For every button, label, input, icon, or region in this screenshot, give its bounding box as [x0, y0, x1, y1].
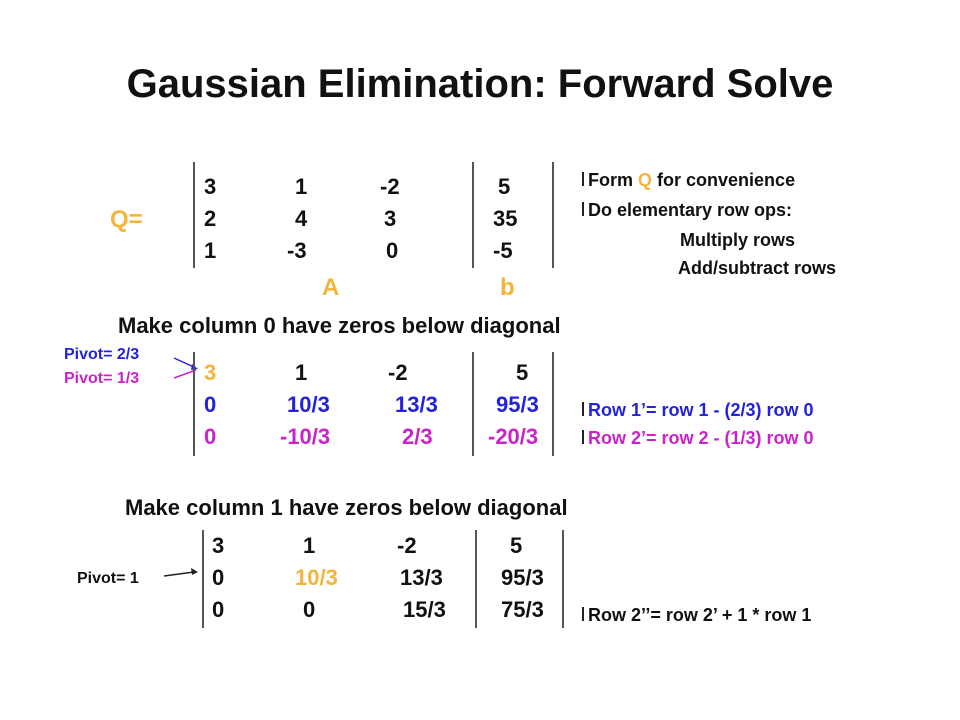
note-q-highlight: Q	[638, 170, 653, 190]
step1-cell-pivot: 3	[204, 360, 217, 385]
step1-cell: 2/3	[402, 424, 433, 449]
q-cell: 2	[204, 206, 217, 231]
step2-cell: 5	[510, 533, 523, 558]
op-row2-step2: Row 2’’= row 2’ + 1 * row 1	[588, 605, 812, 625]
bracket-separator	[472, 162, 474, 268]
q-cell: -2	[380, 174, 400, 199]
pivot-arrows	[173, 357, 198, 379]
step2-cell: -2	[397, 533, 417, 558]
page-title: Gaussian Elimination: Forward Solve	[126, 62, 834, 106]
step1-cell: -2	[388, 360, 408, 385]
op-row1: Row 1’= row 1 - (2/3) row 0	[588, 400, 814, 420]
step2-cell: 0	[212, 565, 225, 590]
pivot-2-3: Pivot= 2/3	[64, 346, 140, 363]
step2-cell: 0	[212, 597, 225, 622]
q-cell: 1	[204, 238, 217, 263]
q-cell: 1	[295, 174, 308, 199]
step1-heading: Make column 0 have zeros below diagonal	[118, 313, 561, 338]
step1-cell: 5	[516, 360, 529, 385]
step1-cell: 0	[204, 424, 217, 449]
note-row-ops: Do elementary row ops:	[588, 200, 793, 220]
q-cell: 3	[384, 206, 397, 231]
step2-heading: Make column 1 have zeros below diagonal	[125, 495, 568, 520]
step2-cell: 0	[303, 597, 316, 622]
step1-cell: 10/3	[287, 392, 330, 417]
q-cell: -5	[493, 238, 513, 263]
note-add-subtract: Add/subtract rows	[678, 258, 837, 278]
bracket-right	[552, 162, 554, 268]
bracket-left	[202, 530, 204, 628]
op-row2: Row 2’= row 2 - (1/3) row 0	[588, 428, 814, 448]
q-cell: 4	[295, 206, 308, 231]
step1-cell: -10/3	[280, 424, 331, 449]
bracket-right	[552, 352, 554, 456]
bullet-mark	[582, 607, 584, 621]
pivot-1-3: Pivot= 1/3	[64, 370, 140, 387]
note-text: Form	[588, 170, 639, 190]
bracket-right	[562, 530, 564, 628]
step1-cell: 95/3	[496, 392, 539, 417]
pivot-arrow	[163, 568, 198, 577]
bullet-mark	[582, 202, 584, 216]
step2-cell: 13/3	[400, 565, 443, 590]
note-multiply: Multiply rows	[680, 230, 796, 250]
bullet-mark	[582, 430, 584, 444]
q-cell: 5	[498, 174, 511, 199]
step1-cell: 0	[204, 392, 217, 417]
label-a: A	[322, 274, 340, 301]
q-label: Q=	[110, 206, 143, 233]
step1-cell: 13/3	[395, 392, 438, 417]
bullet-mark	[582, 402, 584, 416]
step2-cell: 1	[303, 533, 316, 558]
label-b: b	[500, 274, 515, 301]
step2-cell-pivot: 10/3	[295, 565, 338, 590]
step1-cell: -20/3	[488, 424, 539, 449]
q-cell: 3	[204, 174, 217, 199]
q-cell: 35	[493, 206, 518, 231]
pivot-1: Pivot= 1	[77, 570, 139, 587]
step2-cell: 75/3	[501, 597, 544, 622]
step2-cell: 95/3	[501, 565, 544, 590]
bracket-left	[193, 162, 195, 268]
q-cell: -3	[287, 238, 307, 263]
bullet-mark	[582, 172, 584, 186]
q-cell: 0	[386, 238, 399, 263]
bracket-left	[193, 352, 195, 456]
step1-cell: 1	[295, 360, 308, 385]
note-text: for convenience	[652, 170, 796, 190]
step2-cell: 3	[212, 533, 225, 558]
step2-cell: 15/3	[403, 597, 446, 622]
bracket-separator	[475, 530, 477, 628]
note-form-q: Form Q for convenience	[588, 170, 795, 191]
bracket-separator	[472, 352, 474, 456]
